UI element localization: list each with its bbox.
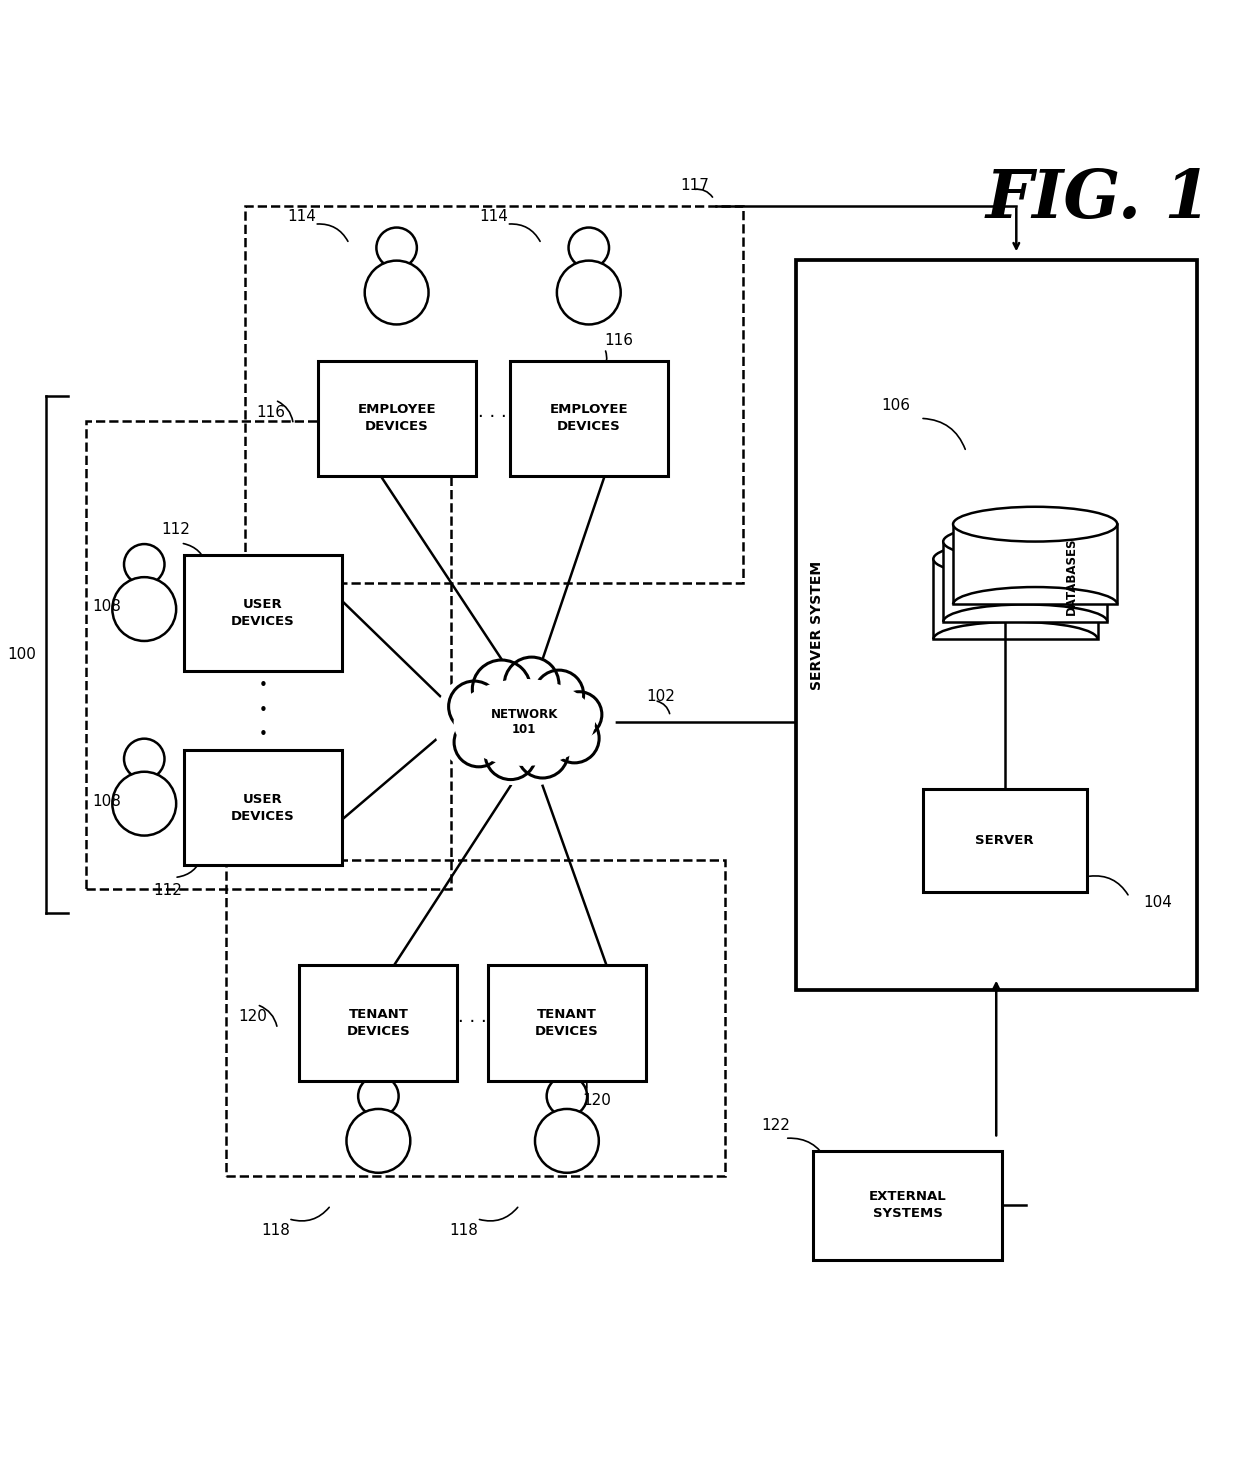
Circle shape bbox=[534, 670, 584, 720]
Text: 120: 120 bbox=[583, 1093, 611, 1107]
Circle shape bbox=[454, 717, 503, 766]
Bar bbox=[487, 965, 646, 1081]
Text: 106: 106 bbox=[882, 398, 910, 412]
Text: SERVER SYSTEM: SERVER SYSTEM bbox=[811, 561, 825, 689]
Bar bbox=[934, 559, 1097, 640]
Bar bbox=[317, 360, 476, 476]
Circle shape bbox=[557, 261, 621, 325]
Circle shape bbox=[377, 227, 417, 268]
Circle shape bbox=[124, 739, 165, 779]
Circle shape bbox=[547, 1075, 587, 1116]
Ellipse shape bbox=[944, 525, 1107, 559]
Text: . . .: . . . bbox=[479, 404, 507, 421]
Circle shape bbox=[534, 1109, 599, 1173]
Text: TENANT
DEVICES: TENANT DEVICES bbox=[346, 1008, 410, 1037]
Circle shape bbox=[113, 772, 176, 835]
Circle shape bbox=[449, 680, 500, 733]
Bar bbox=[923, 788, 1086, 892]
Bar bbox=[299, 965, 458, 1081]
Text: EMPLOYEE
DEVICES: EMPLOYEE DEVICES bbox=[549, 404, 629, 433]
Bar bbox=[184, 750, 342, 865]
Text: USER
DEVICES: USER DEVICES bbox=[231, 597, 295, 628]
Circle shape bbox=[346, 1109, 410, 1173]
Ellipse shape bbox=[433, 659, 615, 785]
Text: . . .: . . . bbox=[459, 1008, 487, 1026]
Text: 112: 112 bbox=[161, 522, 190, 538]
Ellipse shape bbox=[934, 542, 1097, 577]
Text: SERVER: SERVER bbox=[976, 833, 1034, 847]
Text: NETWORK
101: NETWORK 101 bbox=[491, 708, 558, 736]
Bar bbox=[813, 1151, 1002, 1260]
Circle shape bbox=[557, 692, 601, 737]
Text: EXTERNAL
SYSTEMS: EXTERNAL SYSTEMS bbox=[868, 1190, 946, 1221]
Text: 122: 122 bbox=[761, 1118, 790, 1134]
Text: 114: 114 bbox=[288, 210, 316, 224]
Text: 102: 102 bbox=[646, 689, 675, 704]
Circle shape bbox=[365, 261, 429, 325]
Bar bbox=[796, 261, 1197, 989]
Text: 100: 100 bbox=[7, 647, 37, 663]
Text: 116: 116 bbox=[257, 405, 285, 420]
Ellipse shape bbox=[454, 679, 595, 766]
Text: 108: 108 bbox=[93, 599, 122, 615]
Bar bbox=[184, 555, 342, 670]
Circle shape bbox=[505, 657, 559, 712]
Text: DATABASES: DATABASES bbox=[1065, 538, 1078, 615]
Bar bbox=[954, 525, 1117, 605]
Text: 118: 118 bbox=[450, 1222, 479, 1237]
Text: 116: 116 bbox=[605, 334, 634, 348]
Text: 112: 112 bbox=[154, 883, 182, 899]
Circle shape bbox=[358, 1075, 398, 1116]
Text: USER
DEVICES: USER DEVICES bbox=[231, 793, 295, 823]
Text: FIG. 1: FIG. 1 bbox=[986, 168, 1211, 232]
Circle shape bbox=[124, 543, 165, 584]
Text: 117: 117 bbox=[680, 178, 709, 194]
Text: 108: 108 bbox=[93, 794, 122, 809]
Text: 120: 120 bbox=[238, 1010, 268, 1024]
Circle shape bbox=[517, 727, 568, 778]
Ellipse shape bbox=[954, 507, 1117, 542]
Text: EMPLOYEE
DEVICES: EMPLOYEE DEVICES bbox=[357, 404, 436, 433]
Bar bbox=[87, 421, 451, 889]
Circle shape bbox=[569, 227, 609, 268]
Bar bbox=[944, 542, 1107, 622]
Bar bbox=[510, 360, 668, 476]
Circle shape bbox=[113, 577, 176, 641]
Text: 114: 114 bbox=[480, 210, 508, 224]
Circle shape bbox=[549, 714, 599, 763]
Circle shape bbox=[485, 728, 536, 779]
Text: TENANT
DEVICES: TENANT DEVICES bbox=[534, 1008, 599, 1037]
Circle shape bbox=[472, 660, 531, 718]
Text: •
•
•: • • • bbox=[258, 678, 268, 743]
Text: 118: 118 bbox=[262, 1222, 290, 1237]
Bar bbox=[227, 860, 725, 1176]
Text: 104: 104 bbox=[1143, 895, 1173, 911]
Bar bbox=[244, 205, 743, 583]
